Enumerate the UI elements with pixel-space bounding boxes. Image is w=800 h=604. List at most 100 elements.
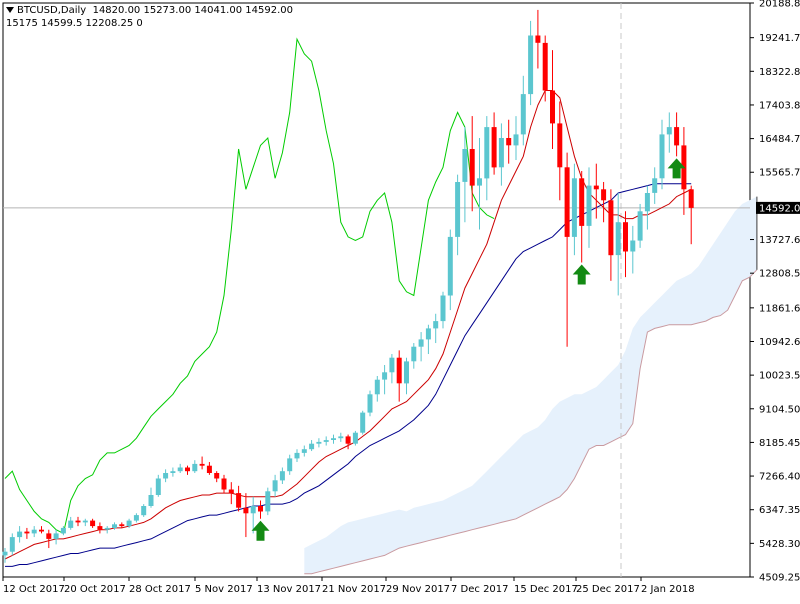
candle-body[interactable] bbox=[513, 134, 519, 146]
candle-body[interactable] bbox=[301, 449, 307, 453]
candle-body[interactable] bbox=[462, 149, 468, 182]
candle-body[interactable] bbox=[214, 473, 220, 479]
candle-body[interactable] bbox=[571, 178, 577, 237]
candle-body[interactable] bbox=[323, 440, 329, 442]
candle-body[interactable] bbox=[309, 443, 315, 450]
candle-body[interactable] bbox=[31, 529, 37, 534]
candle-body[interactable] bbox=[601, 189, 607, 201]
candle-body[interactable] bbox=[593, 185, 599, 190]
candle-body[interactable] bbox=[498, 138, 504, 168]
candle-body[interactable] bbox=[17, 531, 23, 538]
candle-body[interactable] bbox=[148, 495, 154, 506]
candle-body[interactable] bbox=[39, 529, 44, 532]
candle-body[interactable] bbox=[75, 520, 81, 523]
candle-body[interactable] bbox=[352, 432, 358, 444]
candle-body[interactable] bbox=[279, 471, 285, 481]
candle-body[interactable] bbox=[90, 520, 96, 527]
candle-body[interactable] bbox=[433, 321, 439, 329]
candle-body[interactable] bbox=[564, 167, 570, 237]
candle-body[interactable] bbox=[126, 520, 132, 527]
candle-body[interactable] bbox=[119, 524, 125, 527]
candle-body[interactable] bbox=[659, 134, 665, 179]
candle-body[interactable] bbox=[579, 178, 585, 226]
candle-body[interactable] bbox=[272, 480, 278, 492]
candle-body[interactable] bbox=[24, 531, 30, 534]
candle-body[interactable] bbox=[163, 473, 169, 479]
candle-body[interactable] bbox=[9, 537, 15, 552]
candle-body[interactable] bbox=[53, 533, 59, 539]
candle-body[interactable] bbox=[331, 438, 336, 440]
candle-body[interactable] bbox=[82, 520, 88, 523]
candle-body[interactable] bbox=[477, 178, 482, 186]
candle-body[interactable] bbox=[192, 463, 198, 472]
candle-body[interactable] bbox=[630, 240, 636, 252]
candle-body[interactable] bbox=[440, 295, 446, 322]
candle-body[interactable] bbox=[418, 339, 424, 347]
candle-body[interactable] bbox=[528, 35, 534, 95]
candle-body[interactable] bbox=[2, 551, 8, 556]
candle-body[interactable] bbox=[360, 412, 366, 433]
candle-body[interactable] bbox=[389, 357, 395, 373]
candle-body[interactable] bbox=[666, 127, 672, 135]
candle-body[interactable] bbox=[557, 123, 563, 168]
candle-body[interactable] bbox=[294, 452, 300, 459]
candle-body[interactable] bbox=[104, 527, 110, 530]
chevron-down-icon[interactable] bbox=[6, 7, 14, 13]
candle-body[interactable] bbox=[250, 506, 256, 514]
candle-body[interactable] bbox=[374, 379, 380, 395]
candle-body[interactable] bbox=[491, 127, 497, 168]
candle-body[interactable] bbox=[608, 200, 614, 256]
candle-body[interactable] bbox=[221, 478, 227, 490]
candle-body[interactable] bbox=[141, 506, 147, 516]
candle-body[interactable] bbox=[265, 491, 271, 512]
candle-body[interactable] bbox=[68, 520, 74, 528]
candle-body[interactable] bbox=[396, 357, 402, 384]
candle-body[interactable] bbox=[637, 211, 643, 241]
candle-body[interactable] bbox=[484, 127, 490, 179]
buy-arrow-icon[interactable] bbox=[667, 158, 686, 179]
candle-body[interactable] bbox=[411, 346, 417, 362]
candle-body[interactable] bbox=[97, 526, 103, 530]
candle-body[interactable] bbox=[243, 507, 249, 514]
candle-body[interactable] bbox=[652, 178, 658, 193]
candle-body[interactable] bbox=[133, 515, 139, 521]
candle-body[interactable] bbox=[455, 182, 461, 237]
buy-arrow-icon[interactable] bbox=[572, 264, 591, 285]
candle-body[interactable] bbox=[185, 467, 190, 472]
candle-body[interactable] bbox=[287, 458, 293, 472]
candle-body[interactable] bbox=[177, 467, 183, 472]
candle-body[interactable] bbox=[199, 463, 205, 466]
buy-arrow-icon[interactable] bbox=[251, 520, 270, 541]
candle-body[interactable] bbox=[535, 35, 541, 43]
candle-body[interactable] bbox=[46, 533, 52, 539]
candle-body[interactable] bbox=[506, 138, 512, 146]
candle-body[interactable] bbox=[170, 471, 176, 473]
candle-body[interactable] bbox=[155, 478, 161, 496]
candle-body[interactable] bbox=[338, 436, 344, 439]
candle-body[interactable] bbox=[60, 527, 66, 534]
candle-body[interactable] bbox=[228, 489, 234, 494]
candle-body[interactable] bbox=[316, 441, 322, 444]
candle-body[interactable] bbox=[674, 127, 680, 146]
candle-body[interactable] bbox=[644, 193, 650, 212]
candle-body[interactable] bbox=[425, 328, 431, 340]
candle-body[interactable] bbox=[520, 94, 526, 135]
candle-body[interactable] bbox=[615, 222, 621, 256]
candle-body[interactable] bbox=[688, 189, 694, 208]
candle-body[interactable] bbox=[469, 149, 475, 186]
candle-body[interactable] bbox=[586, 185, 592, 226]
candle-body[interactable] bbox=[258, 506, 263, 512]
candle-body[interactable] bbox=[550, 90, 555, 124]
candle-body[interactable] bbox=[206, 465, 212, 473]
candle-body[interactable] bbox=[382, 372, 388, 380]
candle-body[interactable] bbox=[542, 42, 548, 91]
candle-body[interactable] bbox=[367, 394, 373, 413]
candle-body[interactable] bbox=[236, 493, 242, 508]
candle-body[interactable] bbox=[404, 361, 409, 384]
candle-body[interactable] bbox=[112, 524, 117, 528]
candle-body[interactable] bbox=[623, 222, 628, 252]
candle-body[interactable] bbox=[345, 436, 351, 444]
candle-body[interactable] bbox=[447, 236, 453, 296]
